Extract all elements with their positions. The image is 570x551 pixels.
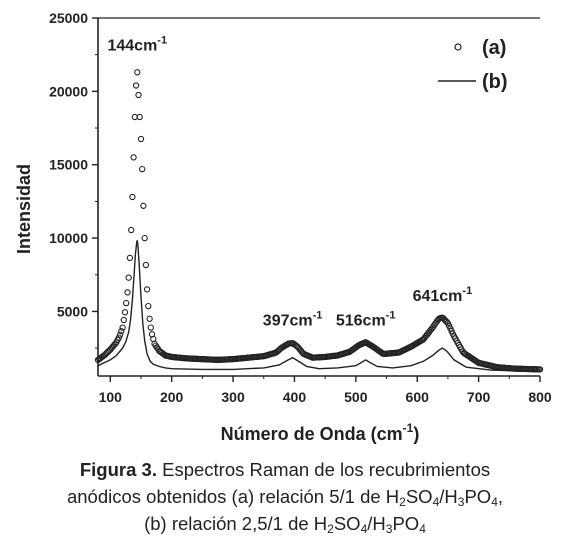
series-a-point <box>135 91 142 99</box>
x-tick-label: 400 <box>283 389 307 405</box>
caption-text-3b: SO <box>333 513 361 534</box>
caption-line-1: Figura 3. Espectros Raman de los recubri… <box>0 456 570 483</box>
series-a-point <box>119 324 126 331</box>
subscript: 3 <box>385 522 393 536</box>
series-a-point <box>146 315 153 322</box>
series-b-line <box>97 240 541 372</box>
series-a-point <box>141 234 148 242</box>
x-tick-label: 600 <box>406 389 430 405</box>
x-axis-title: Número de Onda (cm-1) <box>221 421 420 444</box>
series-a-point <box>128 226 135 234</box>
y-axis-title: Intensidad <box>14 164 34 254</box>
legend-marker-a <box>454 43 462 51</box>
subscript: 2 <box>399 495 406 509</box>
series-a-point <box>129 193 136 201</box>
y-tick-label: 25000 <box>49 10 88 26</box>
caption-line-2: anódicos obtenidos (a) relación 5/1 de H… <box>0 483 570 510</box>
series-a-point <box>118 327 125 335</box>
caption-text-3d: PO <box>392 513 420 534</box>
y-tick-label: 10000 <box>49 230 88 246</box>
series-a-point <box>124 289 131 296</box>
y-tick-label: 20000 <box>49 83 88 99</box>
caption-text-1: Espectros Raman de los recubrimientos <box>156 459 491 480</box>
caption-text-3a: (b) relación 2,5/1 de H <box>144 513 328 534</box>
series-a-point <box>536 366 544 373</box>
peak-label: 144cm-1 <box>107 34 167 54</box>
series-a-point <box>145 302 152 310</box>
series-a-point <box>134 69 141 76</box>
series-a-point <box>126 254 134 262</box>
series-a-point <box>115 334 123 341</box>
subscript: 4 <box>360 522 368 536</box>
y-tick-label: 15000 <box>49 157 88 173</box>
subscript: 2 <box>327 522 334 536</box>
series-a-point <box>143 286 151 293</box>
legend: (a) (b) <box>438 37 508 93</box>
series-a-point <box>139 165 146 173</box>
series-a-point <box>130 154 137 161</box>
caption-text-2b: SO <box>405 486 433 507</box>
x-tick-label: 500 <box>344 389 368 405</box>
peak-label: 516cm-1 <box>336 309 396 329</box>
caption-text-2e: , <box>497 486 504 507</box>
raman-spectra-chart: 100 200 300 400 500 600 700 800 5000 10000 15000 20… <box>14 10 552 444</box>
x-tick-label: 800 <box>528 389 552 405</box>
caption-text-2d: PO <box>464 486 492 507</box>
legend-label-b: (b) <box>482 71 508 93</box>
series-a-point <box>132 82 140 89</box>
x-tick-label: 100 <box>99 389 123 405</box>
figure-caption: Figura 3. Espectros Raman de los recubri… <box>0 456 570 537</box>
x-tick-label: 200 <box>160 389 184 405</box>
subscript: 4 <box>432 495 440 509</box>
series-a-point <box>121 309 129 316</box>
y-tick-label: 5000 <box>57 303 88 319</box>
subscript: 3 <box>457 495 465 509</box>
peak-label: 397cm-1 <box>263 309 323 329</box>
x-tick-label: 300 <box>221 389 245 405</box>
subscript: 4 <box>491 495 498 509</box>
series-a-point <box>125 274 132 281</box>
subscript: 4 <box>419 522 426 536</box>
peak-label: 641cm-1 <box>413 285 473 305</box>
legend-label-a: (a) <box>482 37 506 59</box>
series-a-point <box>137 135 145 143</box>
caption-text-2c: /H <box>439 486 458 507</box>
x-tick-label: 700 <box>467 389 491 405</box>
plot-area: 100 200 300 400 500 600 700 800 5000 10000 15000 20… <box>49 10 552 405</box>
series-a-markers <box>94 69 544 373</box>
series-a-point <box>147 324 154 331</box>
series-a-point <box>116 331 124 338</box>
caption-text-2a: anódicos obtenidos (a) relación 5/1 de H <box>66 486 400 507</box>
series-a-point <box>120 316 127 324</box>
caption-text-3c: /H <box>367 513 386 534</box>
series-a-point <box>140 202 147 209</box>
caption-line-3: (b) relación 2,5/1 de H2SO4/H3PO4 <box>0 510 570 537</box>
series-a-point <box>123 299 130 307</box>
series-a-point <box>136 113 143 121</box>
figure-label: Figura 3. <box>79 459 157 480</box>
series-a-point <box>142 261 150 269</box>
